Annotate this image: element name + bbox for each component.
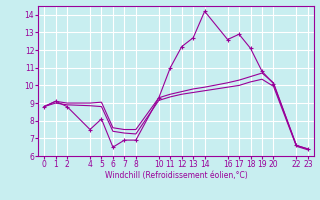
- X-axis label: Windchill (Refroidissement éolien,°C): Windchill (Refroidissement éolien,°C): [105, 171, 247, 180]
